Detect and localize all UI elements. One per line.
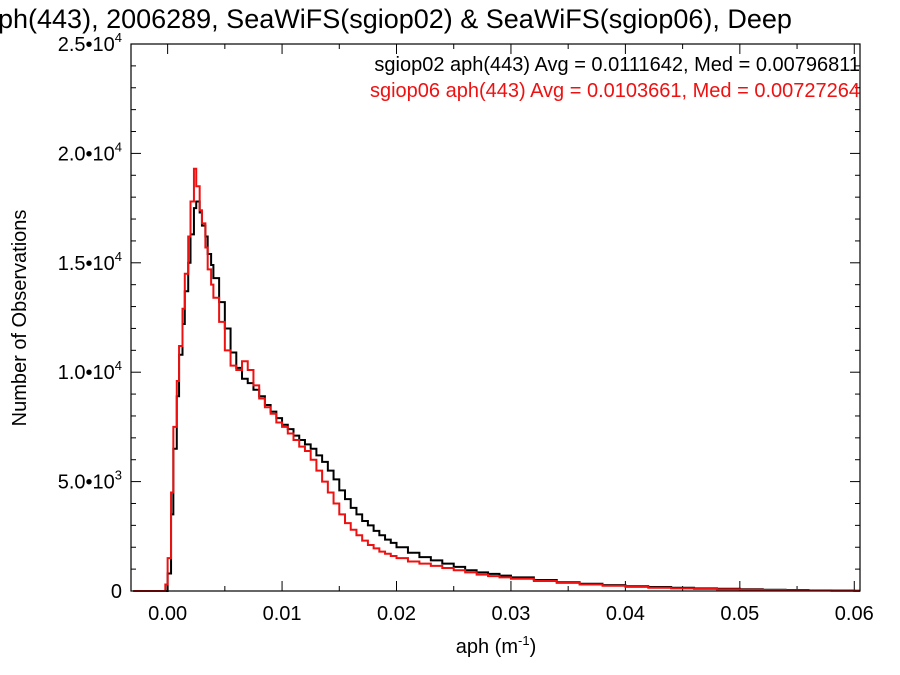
x-axis-label-close: )	[530, 636, 537, 658]
y-tick-mantissa: 2.5•10	[58, 34, 115, 56]
y-tick-mantissa: 1.5•10	[58, 253, 115, 275]
x-tick-label: 0.05	[720, 603, 759, 625]
x-tick-label: 0.00	[148, 603, 187, 625]
y-tick-exponent: 4	[115, 249, 122, 264]
y-tick-label: 5.0•103	[58, 468, 122, 494]
y-tick-exponent: 4	[115, 358, 122, 373]
x-tick-label: 0.03	[491, 603, 530, 625]
x-axis-unit-exponent: -1	[518, 633, 530, 648]
series-layer	[133, 167, 860, 592]
y-tick-mantissa: 2.0•10	[58, 143, 115, 165]
x-tick-label: 0.04	[606, 603, 645, 625]
y-tick-label: 1.5•104	[58, 249, 122, 275]
y-tick-label: 2.0•104	[58, 139, 122, 165]
y-tick-label: 1.0•104	[58, 358, 122, 384]
axis-ticks	[131, 43, 860, 592]
y-axis-title: Number of Observations	[9, 210, 31, 427]
legend-annotation-sgiop06: sgiop06 aph(443) Avg = 0.0103661, Med = …	[370, 80, 860, 102]
plot-frame	[130, 43, 861, 592]
tick-labels: 0.00 0.01 0.02 0.03 0.04 0.05 0.06 0 5.0•103 1.0•…	[58, 30, 874, 625]
y-tick-label: 2.5•104	[58, 30, 122, 56]
series-line-sgiop06	[133, 167, 860, 592]
x-axis-title: aph (m-1)	[456, 633, 536, 658]
y-tick-label: 0	[111, 581, 122, 603]
x-tick-label: 0.01	[263, 603, 302, 625]
y-tick-exponent: 4	[115, 30, 122, 45]
y-tick-mantissa: 1.0•10	[58, 362, 115, 384]
x-tick-label: 0.02	[377, 603, 416, 625]
y-tick-mantissa: 0	[111, 581, 122, 603]
legend-annotation-sgiop02: sgiop02 aph(443) Avg = 0.0111642, Med = …	[374, 54, 860, 76]
y-tick-exponent: 3	[115, 468, 122, 483]
y-tick-mantissa: 5.0•10	[58, 472, 115, 494]
y-tick-exponent: 4	[115, 139, 122, 154]
x-axis-label: aph (m	[456, 636, 518, 658]
chart-title: ph(443), 2006289, SeaWiFS(sgiop02) & Sea…	[0, 4, 792, 34]
x-tick-label: 0.06	[835, 603, 874, 625]
